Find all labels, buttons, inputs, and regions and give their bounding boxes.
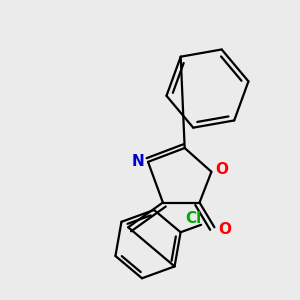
- Text: O: O: [218, 222, 231, 237]
- Text: Cl: Cl: [185, 212, 201, 226]
- Text: O: O: [215, 162, 228, 177]
- Text: N: N: [132, 154, 145, 169]
